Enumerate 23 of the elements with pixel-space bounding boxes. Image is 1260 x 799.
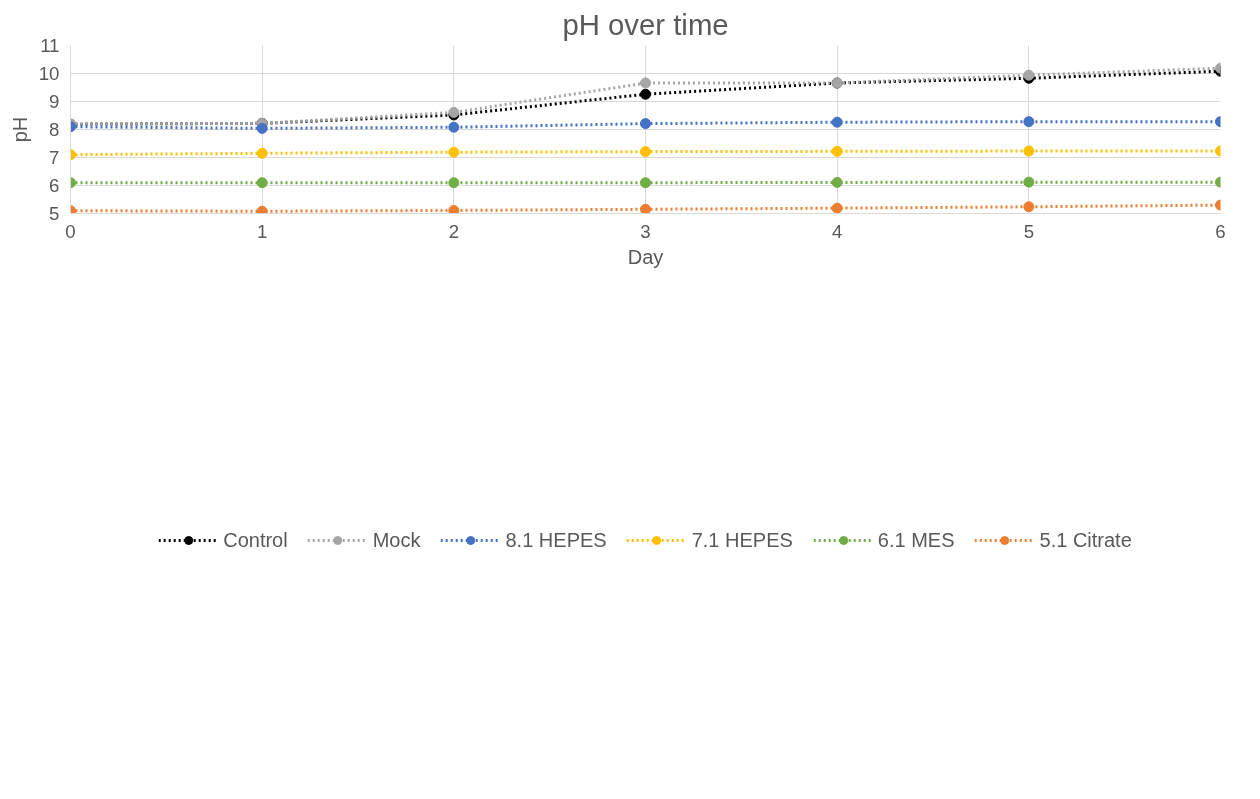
legend-label: Control: [223, 528, 288, 552]
y-axis-title: pH: [8, 116, 31, 143]
x-tick-label: 5: [1023, 220, 1035, 242]
y-tick-label: 5: [49, 203, 60, 224]
chart-title: pH over time: [562, 7, 729, 41]
legend-label: 8.1 HEPES: [505, 528, 607, 552]
x-tick-label: 3: [640, 220, 651, 242]
x-tick-label: 0: [65, 220, 76, 242]
y-tick-label: 7: [49, 147, 60, 168]
x-axis-title: Day: [627, 245, 664, 268]
legend-label: 7.1 HEPES: [691, 528, 793, 552]
y-tick-label: 9: [49, 91, 60, 112]
y-tick-label: 8: [49, 119, 60, 140]
x-tick-label: 2: [448, 220, 460, 242]
y-tick-label: 6: [49, 175, 60, 196]
x-tick-label: 6: [1215, 220, 1226, 242]
legend-label: 6.1 MES: [877, 528, 955, 552]
x-tick-label: 1: [256, 220, 268, 242]
y-tick-label: 10: [38, 63, 60, 84]
legend-label: 5.1 Citrate: [1039, 528, 1132, 552]
legend-label: Mock: [372, 528, 421, 552]
x-tick-label: 4: [831, 220, 843, 242]
y-tick-label: 11: [40, 35, 60, 56]
